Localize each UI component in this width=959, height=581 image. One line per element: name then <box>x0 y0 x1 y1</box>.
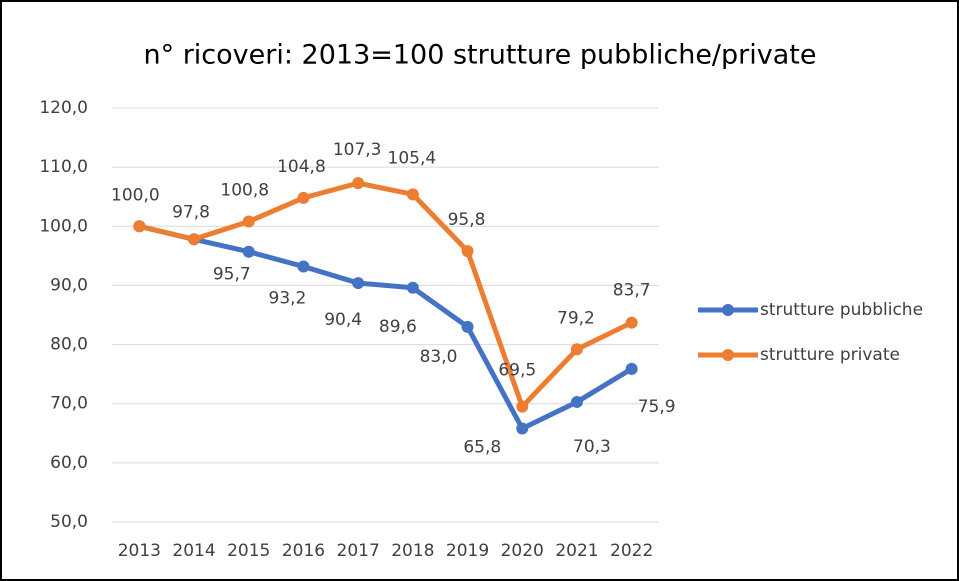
y-tick-label: 120,0 <box>39 98 88 118</box>
x-tick-label: 2020 <box>501 541 544 561</box>
x-tick-label: 2019 <box>446 541 489 561</box>
data-point <box>352 177 365 190</box>
data-label: 83,7 <box>613 281 651 301</box>
data-label: 95,7 <box>213 265 251 285</box>
y-tick-label: 100,0 <box>39 216 88 236</box>
data-point <box>406 188 419 201</box>
data-point <box>625 362 638 375</box>
data-point <box>133 220 146 233</box>
y-tick-label: 70,0 <box>50 394 88 414</box>
data-label: 75,9 <box>638 397 676 417</box>
data-point <box>570 395 583 408</box>
y-tick-label: 110,0 <box>39 157 88 177</box>
data-point <box>297 260 310 273</box>
data-label: 95,8 <box>448 210 486 230</box>
data-point <box>461 320 474 333</box>
x-tick-label: 2013 <box>118 541 161 561</box>
y-tick-label: 90,0 <box>50 275 88 295</box>
x-tick-label: 2015 <box>227 541 270 561</box>
data-label: 97,8 <box>172 202 210 222</box>
y-tick-label: 80,0 <box>50 335 88 355</box>
data-point <box>242 215 255 228</box>
chart-title: n° ricoveri: 2013=100 strutture pubblich… <box>144 40 817 71</box>
y-tick-label: 60,0 <box>50 453 88 473</box>
legend-label: strutture pubbliche <box>760 300 923 320</box>
y-tick-label: 50,0 <box>50 512 88 532</box>
data-label: 89,6 <box>379 317 417 337</box>
data-label: 100,0 <box>111 185 160 205</box>
data-label: 100,8 <box>220 181 269 201</box>
data-label: 105,4 <box>388 148 437 168</box>
data-label: 107,3 <box>333 140 382 160</box>
x-tick-label: 2016 <box>282 541 325 561</box>
data-point <box>516 422 529 435</box>
data-point <box>461 245 474 258</box>
data-label: 90,4 <box>324 310 362 330</box>
data-point <box>242 245 255 258</box>
legend-label: strutture private <box>760 345 900 365</box>
data-point <box>625 316 638 329</box>
data-label: 79,2 <box>557 308 595 328</box>
x-tick-label: 2017 <box>337 541 380 561</box>
data-label: 83,0 <box>420 347 458 367</box>
data-point <box>297 191 310 204</box>
data-label: 65,8 <box>463 438 501 458</box>
data-point <box>516 400 529 413</box>
data-label: 70,3 <box>573 437 611 457</box>
data-label: 93,2 <box>269 289 307 309</box>
legend-marker <box>722 304 734 316</box>
data-label: 69,5 <box>498 361 536 381</box>
x-tick-label: 2022 <box>610 541 653 561</box>
x-tick-label: 2018 <box>391 541 434 561</box>
data-point <box>570 343 583 356</box>
x-tick-label: 2021 <box>555 541 598 561</box>
series-line <box>138 180 633 410</box>
legend-marker <box>722 349 734 361</box>
x-tick-label: 2014 <box>172 541 215 561</box>
series-line <box>138 223 633 432</box>
data-point <box>406 281 419 294</box>
data-point <box>188 233 201 246</box>
data-label: 104,8 <box>277 157 326 177</box>
data-point <box>352 277 365 290</box>
